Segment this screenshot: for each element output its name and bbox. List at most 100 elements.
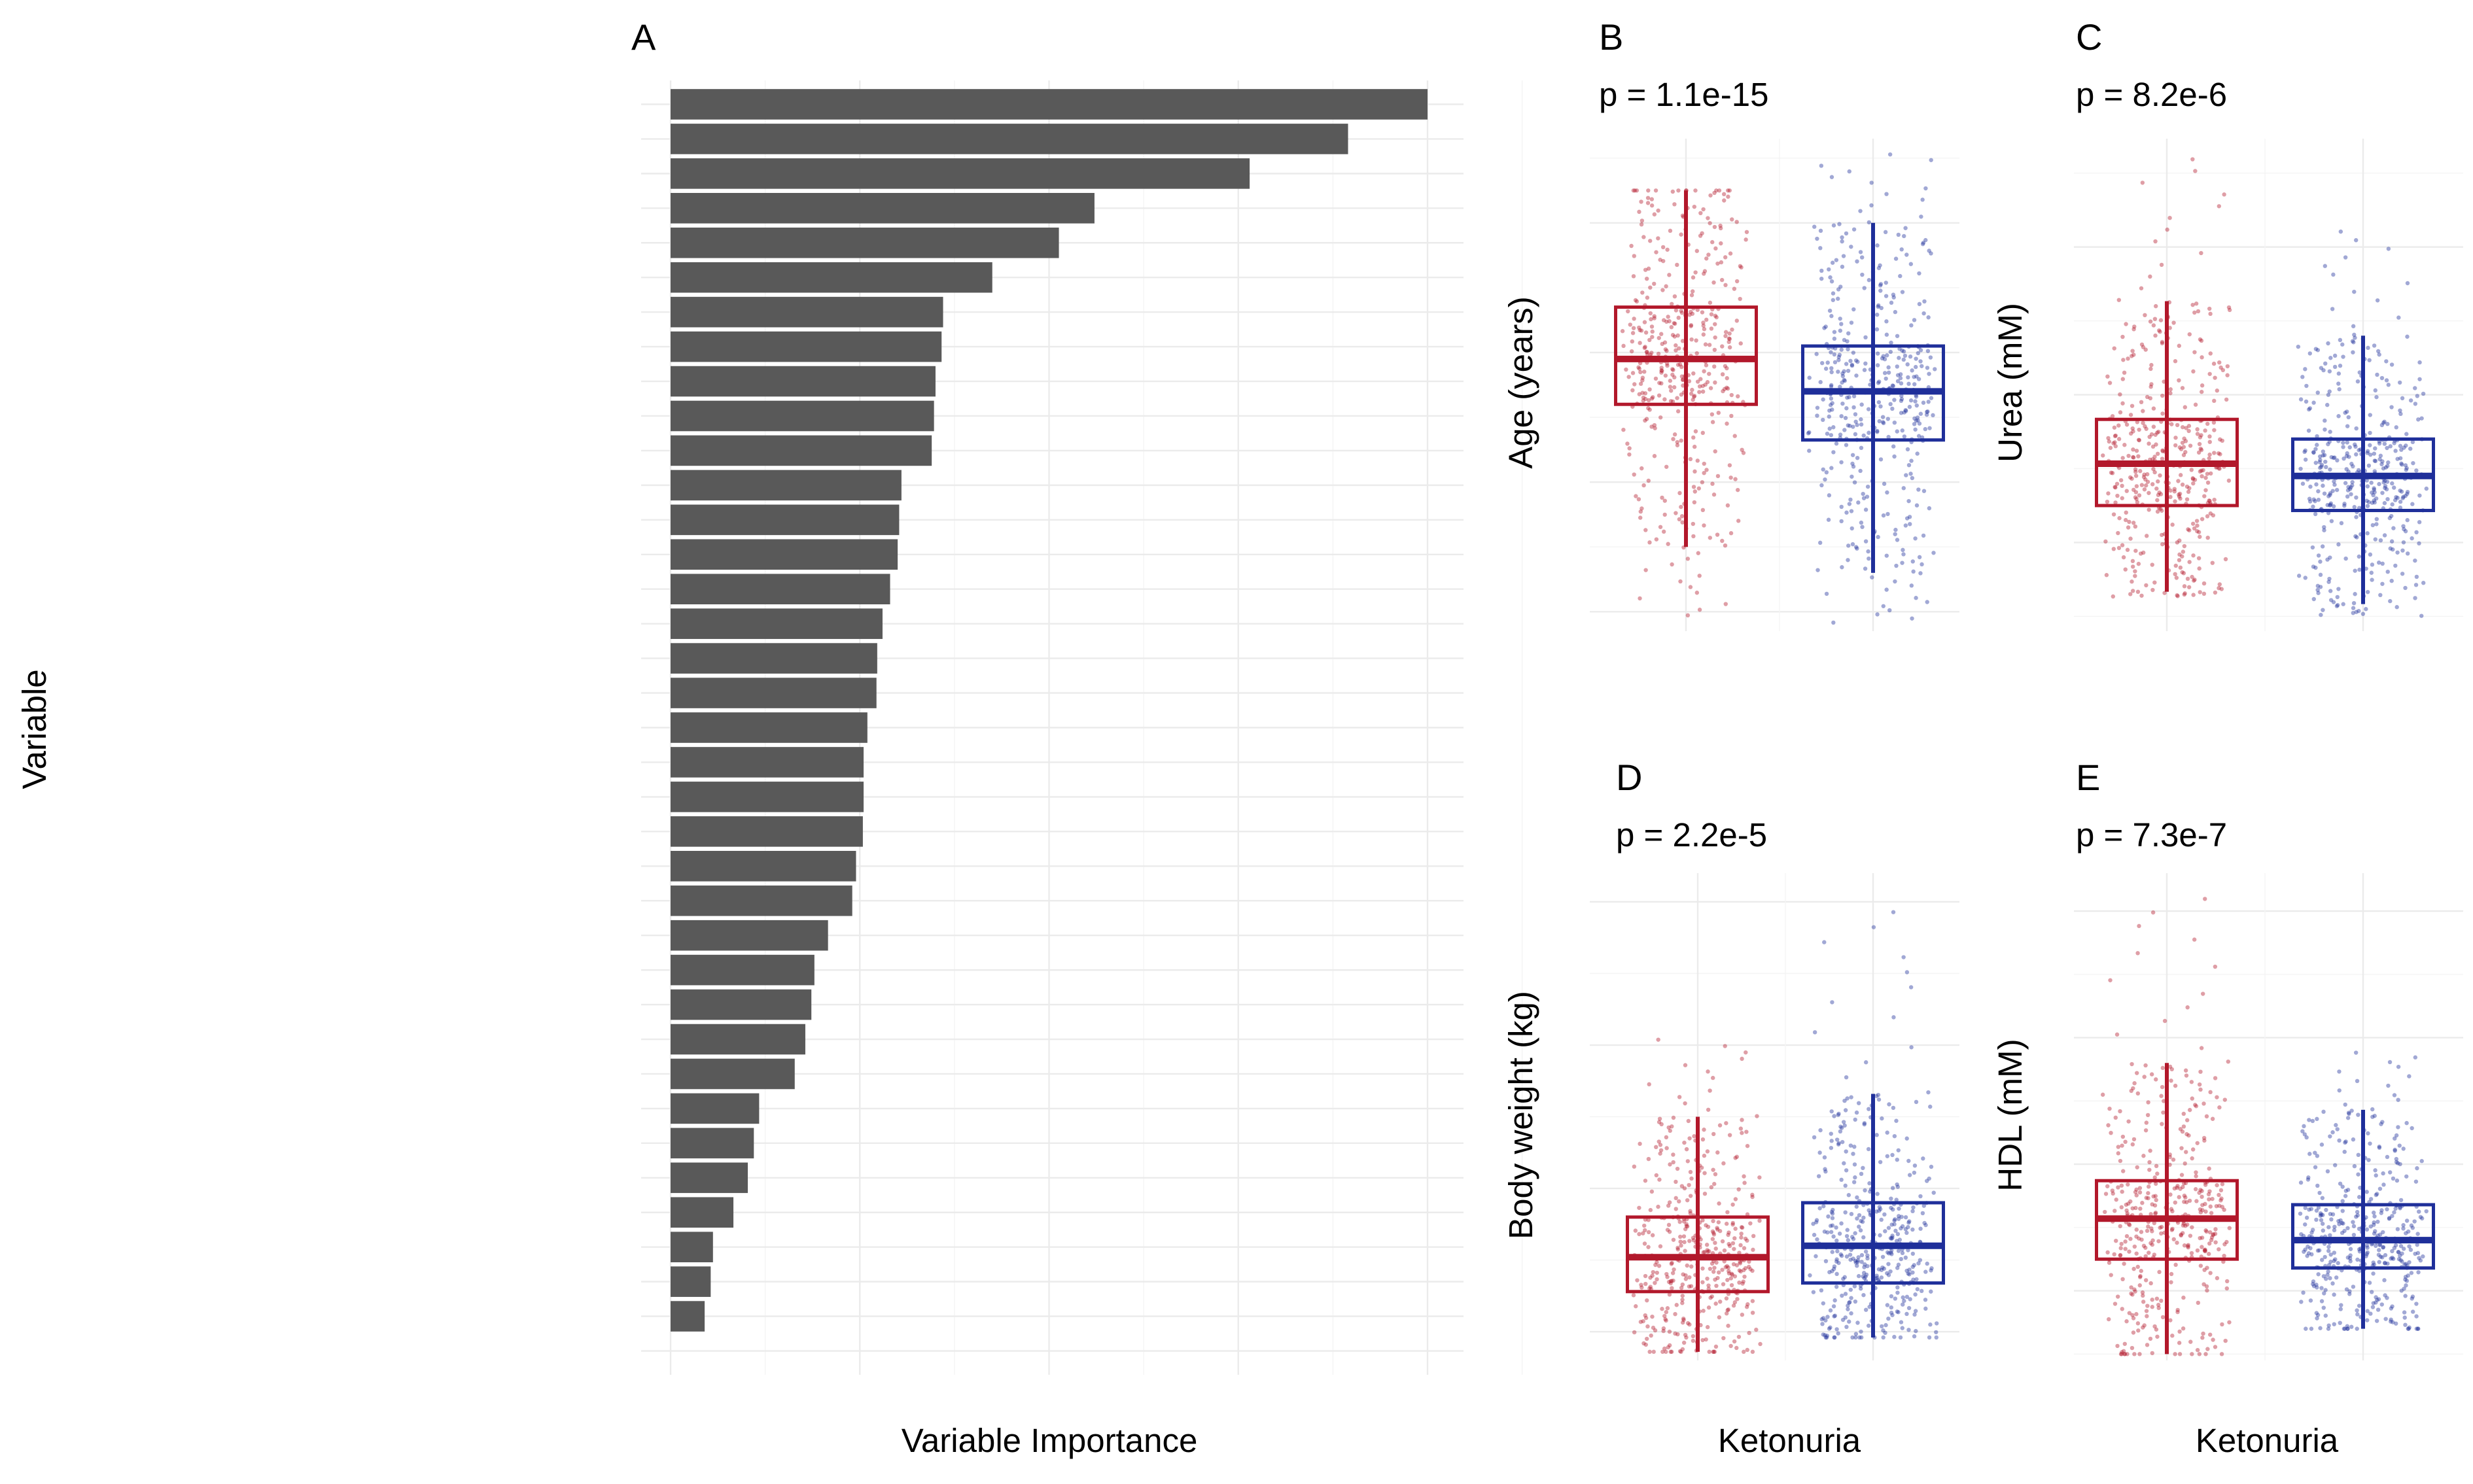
panel-d-high-point (1822, 940, 1827, 944)
panel-b-high-point (1882, 371, 1887, 375)
panel-d-low-point (1723, 1044, 1727, 1048)
panel-e-low-point (2119, 1352, 2124, 1356)
panel-d-low-point (1684, 1335, 1689, 1340)
panel-c-low-point (2150, 587, 2155, 593)
panel-e-high-point (2321, 1305, 2326, 1310)
panel-d-high-point (1843, 1183, 1848, 1188)
panel-b-high-point (1829, 383, 1834, 388)
panel-e-low-point (2103, 1192, 2109, 1196)
panel-b-low-point (1662, 340, 1668, 345)
panel-b-high-point (1914, 503, 1920, 508)
panel-c-high-point (2340, 342, 2345, 347)
panel-c-low-point (2158, 506, 2163, 511)
panel-c-high-point (2336, 542, 2341, 547)
panel-e-low-point (2169, 1207, 2174, 1211)
panel-b-high-point (1875, 351, 1880, 356)
panel-d-low-point (1706, 1305, 1711, 1310)
panel-b-low-point (1700, 310, 1705, 315)
panel-c-low-point (2176, 479, 2181, 483)
panel-d-low-point (1732, 1300, 1738, 1305)
panel-e-high-point (2402, 1286, 2406, 1291)
panel-c-low-point (2226, 305, 2232, 310)
panel-c-low-point (2182, 584, 2187, 589)
panel-c-high-point (2403, 493, 2408, 498)
panel-d-high-point (1899, 1256, 1903, 1262)
panel-e-high-point (2315, 1313, 2321, 1317)
panel-b-high-point (1807, 375, 1812, 380)
panel-b-high-point (1819, 483, 1824, 488)
panel-d-high-point (1910, 1251, 1916, 1256)
panel-b-low-point (1713, 335, 1717, 340)
panel-e-low-point (2162, 1099, 2166, 1103)
panel-c-low-point (2212, 428, 2217, 432)
panel-d-high-point (1907, 1219, 1912, 1224)
panel-c-high-point (2329, 455, 2334, 460)
panel-e-low-point (2193, 1103, 2198, 1107)
panel-d-low-point (1663, 1317, 1668, 1322)
panel-c-high-point (2416, 417, 2421, 422)
panel-e-low-point (2122, 1262, 2126, 1266)
panel-b-high-point (1888, 349, 1893, 354)
panel-d-high-point (1853, 1175, 1857, 1180)
panel-d-high-point (1843, 1315, 1848, 1320)
panel-c-low-point (2157, 490, 2162, 495)
panel-c-high-point (2396, 315, 2401, 320)
panel-e-high-point (2303, 1205, 2307, 1211)
panel-c-high-point (2398, 443, 2403, 449)
panel-b-low-point (1666, 315, 1670, 319)
panel-c-low-point (2144, 483, 2149, 488)
panel-d-low-point (1671, 1160, 1675, 1165)
panel-d-low-point (1678, 1239, 1683, 1244)
panel-b-low-point (1665, 247, 1670, 252)
panel-e-high-point (2355, 1312, 2360, 1317)
panel-e-high-point (2364, 1227, 2370, 1232)
panel-d-low-point (1727, 1133, 1732, 1137)
panel-d-low-point (1745, 1238, 1749, 1243)
panel-c-low-point (2105, 499, 2110, 504)
panel-d-low-point (1740, 1312, 1745, 1317)
panel-b-low-point (1634, 494, 1638, 498)
panel-d-high-point (1921, 1203, 1926, 1208)
panel-b-high-point (1925, 366, 1930, 370)
panel-d-low-point (1731, 1303, 1736, 1308)
panel-c-high-point (2378, 538, 2383, 543)
panel-e-high-point (2414, 1302, 2419, 1306)
panel-d-high-point (1861, 1271, 1867, 1275)
panel-b-low-point (1727, 188, 1732, 193)
panel-c-low-point (2152, 317, 2158, 321)
panel-c-low-point (2187, 332, 2192, 337)
panel-e-low-point (2147, 1251, 2151, 1255)
panel-b-low-point (1732, 434, 1737, 438)
panel-e-low-point (2145, 1113, 2150, 1118)
panel-e-low-point (2186, 1243, 2190, 1247)
panel-b-low-point (1677, 491, 1682, 496)
panel-c-low-point (2198, 534, 2202, 539)
panel-b-low-point (1660, 341, 1664, 347)
panel-b-high-point (1838, 328, 1843, 333)
bar-hdl (671, 227, 1059, 258)
panel-e-low-point (2213, 964, 2218, 969)
panel-d-low-point (1679, 1285, 1684, 1290)
panel-e-low-point (2133, 1289, 2137, 1294)
panel-e-low-point (2227, 1226, 2232, 1230)
panel-d-low-point (1747, 1259, 1751, 1264)
panel-c-low-point (2182, 544, 2187, 549)
panel-b-high-point (1890, 383, 1895, 388)
panel-b-low-point (1633, 298, 1638, 303)
panel-d-high-point (1853, 1117, 1857, 1122)
panel-e-low-point (2148, 1336, 2153, 1341)
panel-b-low-point (1653, 426, 1657, 430)
panel-b-low-point (1730, 327, 1734, 332)
panel-e-high-point (2415, 1251, 2421, 1256)
panel-b-low-point (1729, 413, 1734, 419)
panel-c-high-point (2366, 500, 2372, 504)
panel-e-high-point (2371, 1271, 2376, 1276)
panel-b-low-point (1647, 407, 1652, 412)
panel-b-high-point (1829, 279, 1834, 284)
panel-c-high-point (2318, 559, 2323, 564)
panel-b-low-point (1640, 506, 1644, 511)
panel-d-low-point (1737, 1268, 1742, 1273)
panel-c-high-point (2377, 352, 2381, 357)
panel-d-low-point (1715, 1226, 1719, 1230)
panel-d-high-point (1912, 1334, 1917, 1339)
